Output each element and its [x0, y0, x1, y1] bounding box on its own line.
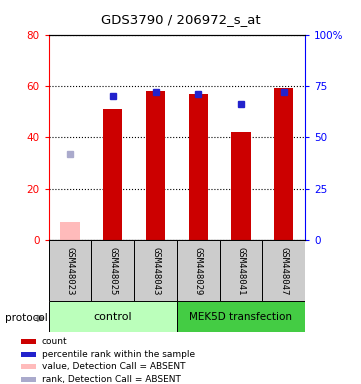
Text: MEK5D transfection: MEK5D transfection: [190, 312, 292, 322]
Text: GSM448047: GSM448047: [279, 247, 288, 295]
Bar: [262, 240, 305, 301]
Bar: [61, 222, 80, 240]
Text: GSM448023: GSM448023: [66, 247, 75, 295]
Text: rank, Detection Call = ABSENT: rank, Detection Call = ABSENT: [42, 374, 180, 384]
Bar: [91, 240, 134, 301]
Bar: [49, 301, 177, 332]
Text: protocol: protocol: [5, 313, 48, 323]
Text: GSM448025: GSM448025: [108, 247, 117, 295]
Text: value, Detection Call = ABSENT: value, Detection Call = ABSENT: [42, 362, 185, 371]
Text: control: control: [93, 312, 132, 322]
Text: GSM448043: GSM448043: [151, 247, 160, 295]
Bar: [103, 109, 122, 240]
Bar: [21, 376, 36, 382]
Text: GDS3790 / 206972_s_at: GDS3790 / 206972_s_at: [101, 13, 260, 26]
Bar: [177, 301, 305, 332]
Bar: [134, 240, 177, 301]
Text: count: count: [42, 337, 67, 346]
Bar: [21, 364, 36, 369]
Text: GSM448029: GSM448029: [194, 247, 203, 295]
Bar: [49, 240, 91, 301]
Bar: [146, 91, 165, 240]
Bar: [21, 339, 36, 344]
Bar: [189, 94, 208, 240]
Text: GSM448041: GSM448041: [236, 247, 245, 295]
Bar: [21, 352, 36, 356]
Bar: [219, 240, 262, 301]
Text: percentile rank within the sample: percentile rank within the sample: [42, 349, 195, 359]
Bar: [177, 240, 219, 301]
Bar: [274, 88, 293, 240]
Bar: [231, 132, 251, 240]
